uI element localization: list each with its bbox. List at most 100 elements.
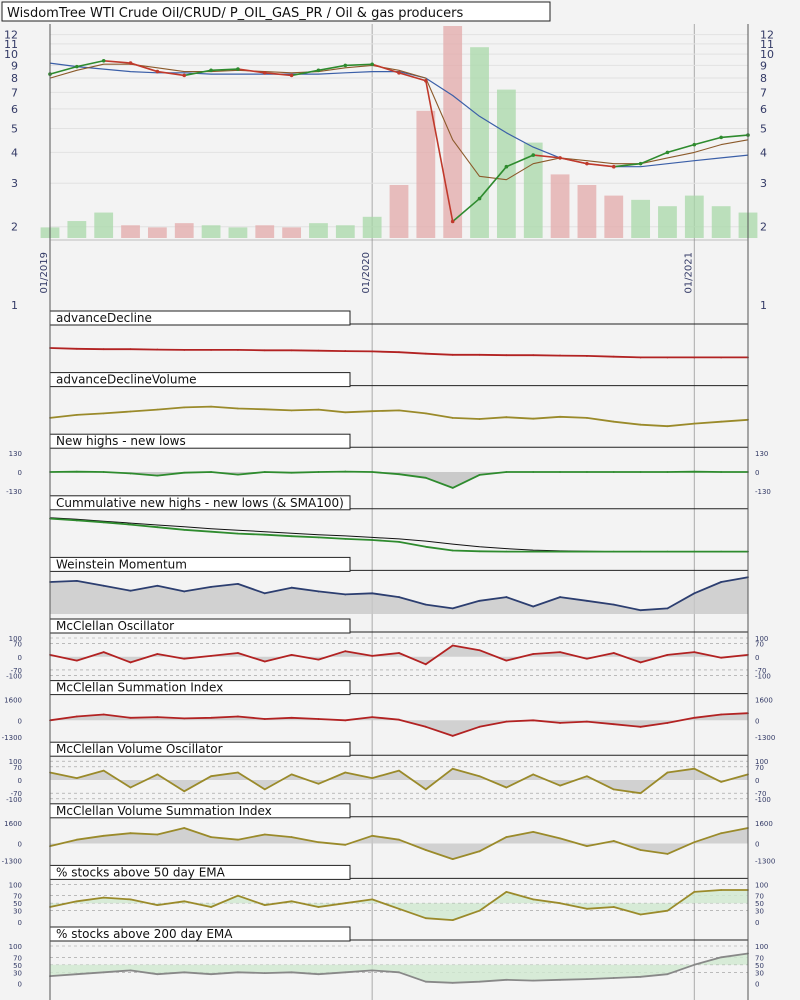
panel-point	[612, 420, 615, 423]
panel-y-tick-left: 100	[9, 881, 22, 889]
price-y-tick-left: 5	[11, 122, 18, 135]
panel-point	[75, 470, 78, 473]
x-tick-label: 01/2020	[361, 252, 372, 294]
panel-point	[156, 474, 159, 477]
volume-bar	[94, 212, 114, 238]
panel-point	[398, 540, 400, 543]
panel-y-tick-right: 1600	[755, 697, 773, 705]
panel-point	[398, 838, 400, 841]
panel-point	[237, 532, 239, 535]
panel-point	[586, 550, 588, 553]
panel-point	[183, 900, 186, 903]
panel-point	[156, 833, 159, 836]
panel-point	[666, 425, 669, 428]
price-y-tick-right: 9	[760, 59, 767, 72]
panel-title: New highs - new lows	[56, 434, 186, 448]
panel-point	[478, 649, 481, 652]
panel-point	[451, 735, 454, 737]
panel-point	[102, 834, 105, 837]
panel-point	[290, 971, 293, 974]
price-y-tick-left: 4	[11, 146, 18, 159]
panel-point	[156, 904, 159, 906]
panel-point	[532, 979, 535, 982]
panel-point	[451, 607, 454, 610]
panel-y-tick-left: 0	[18, 654, 22, 662]
panel-point	[666, 973, 669, 976]
panel-point	[75, 580, 78, 582]
price-segment	[721, 134, 749, 139]
panel-point	[693, 891, 696, 893]
panel-point	[559, 902, 561, 905]
panel-area	[50, 890, 748, 921]
panel-point	[344, 843, 347, 846]
sma-short-line	[49, 63, 749, 181]
panel-point	[559, 354, 561, 357]
panel-point	[586, 417, 588, 419]
panel-point	[693, 651, 696, 653]
panel-point	[210, 405, 212, 408]
panel-y-tick-left: 130	[9, 450, 22, 458]
panel-point	[639, 975, 642, 978]
panel-point	[424, 603, 427, 606]
panel-point	[102, 412, 105, 415]
panel-point	[210, 586, 212, 588]
panel-point	[210, 775, 212, 778]
price-y-tick-left: 3	[11, 177, 18, 190]
panel-title: % stocks above 50 day EMA	[56, 865, 226, 879]
panel-point	[237, 652, 239, 654]
price-panel	[40, 26, 758, 239]
price-segment	[667, 143, 695, 154]
panel-point	[720, 956, 723, 959]
panel-point	[586, 657, 588, 660]
panel-point	[75, 777, 78, 780]
price-point	[665, 150, 670, 155]
panel-y-tick-right: 30	[755, 908, 764, 916]
panel-point	[451, 767, 454, 770]
panel-point	[586, 775, 588, 778]
panel-point	[505, 416, 508, 419]
panel-mcclellanVolumeSummationIndex: McClellan Volume Summation Index 1600 1600…	[2, 803, 775, 865]
panel-newHighsLows: New highs - new lows 130 130 0 0 -130 -130	[6, 433, 771, 496]
panel-point	[532, 653, 535, 655]
panel-point	[451, 919, 454, 922]
price-y-tick-right: 4	[760, 146, 767, 159]
panel-y-tick-left: -70	[11, 790, 22, 798]
panel-point	[532, 830, 535, 833]
panel-point	[505, 550, 508, 553]
panel-point	[612, 471, 615, 473]
panel-point	[129, 786, 132, 789]
panel-y-tick-right: 130	[755, 450, 768, 458]
panel-point	[532, 550, 535, 553]
panel-point	[639, 471, 642, 473]
panel-point	[639, 661, 642, 664]
price-y-tick-right: 6	[760, 103, 767, 116]
panel-point	[102, 769, 105, 772]
panel-title: % stocks above 200 day EMA	[56, 927, 233, 941]
price-y-tick-right: 3	[760, 177, 767, 190]
panel-point	[317, 906, 320, 908]
panel-point	[263, 533, 266, 536]
panel-y-tick-left: 70	[13, 954, 22, 962]
panel-point	[478, 473, 481, 476]
panel-point	[559, 837, 561, 840]
panel-point	[532, 719, 535, 722]
price-segment	[130, 62, 158, 73]
panel-point	[290, 586, 293, 589]
panel-point	[102, 896, 105, 899]
panel-y-tick-left: 100	[9, 943, 22, 951]
price-segment	[157, 70, 185, 77]
panel-point	[666, 471, 669, 473]
panel-point	[424, 849, 427, 851]
panel-point	[290, 773, 293, 776]
panel-point	[210, 471, 212, 473]
panel-point	[424, 412, 427, 415]
price-y-tick-right: 7	[760, 86, 767, 99]
panel-point	[720, 581, 723, 583]
panel-point	[344, 771, 347, 774]
panel-point	[75, 659, 78, 662]
price-y-tick-bottom-left: 1	[11, 299, 18, 312]
panel-point	[129, 589, 132, 592]
panel-point	[344, 470, 347, 473]
panel-point	[666, 909, 669, 912]
panel-point	[424, 980, 427, 983]
